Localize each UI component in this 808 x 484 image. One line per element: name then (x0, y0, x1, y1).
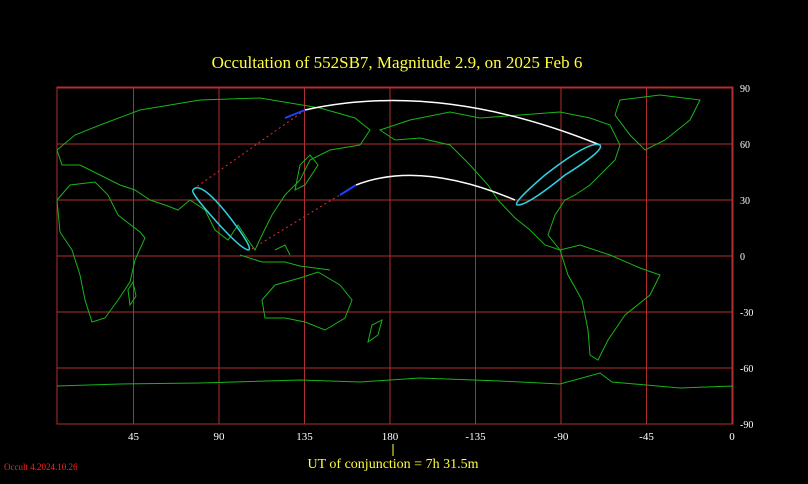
south-america (559, 244, 661, 361)
path-dotted-south (249, 184, 357, 251)
lon-tick-label: 180 (382, 431, 399, 443)
land (56, 94, 734, 389)
title: Occultation of 552SB7, Magnitude 2.9, on… (212, 53, 583, 72)
occultation-path (191, 99, 602, 251)
lon-tick-label: 135 (296, 431, 313, 443)
lon-tick-label: -45 (639, 431, 654, 443)
north-america (378, 111, 621, 252)
greenland (614, 94, 701, 151)
new-zealand (367, 319, 383, 344)
lon-tick-label: -90 (554, 431, 569, 443)
lat-tick-label: 90 (740, 84, 750, 95)
ellipse-east (515, 143, 602, 206)
lat-tick-label: 60 (740, 140, 750, 151)
ellipse-west (191, 187, 251, 251)
path-blue-segment (284, 109, 357, 196)
lat-tick-label: -30 (740, 308, 753, 319)
path-south-limit (355, 174, 516, 201)
version-label: Occult 4.2024.10.26 (4, 462, 78, 472)
antarctica (56, 372, 734, 389)
path-dotted-north (194, 109, 306, 189)
lon-tick-label: 0 (729, 431, 735, 443)
lon-tick-label: 45 (128, 431, 140, 443)
japan (294, 154, 319, 191)
lat-tick-label: -60 (740, 364, 753, 375)
grid (57, 87, 733, 425)
lat-tick-label: 0 (740, 252, 745, 263)
path-north-limit (304, 99, 601, 146)
lat-tick-label: 30 (740, 196, 750, 207)
australia (261, 271, 353, 331)
lat-tick-label: -90 (740, 420, 753, 431)
lon-tick-label: -135 (465, 431, 486, 443)
lon-tick-label: 90 (214, 431, 226, 443)
africa (56, 181, 146, 323)
madagascar (127, 280, 137, 307)
indonesia (239, 244, 331, 271)
conjunction-label: UT of conjunction = 7h 31.5m (308, 457, 479, 472)
eurasia (56, 97, 371, 251)
